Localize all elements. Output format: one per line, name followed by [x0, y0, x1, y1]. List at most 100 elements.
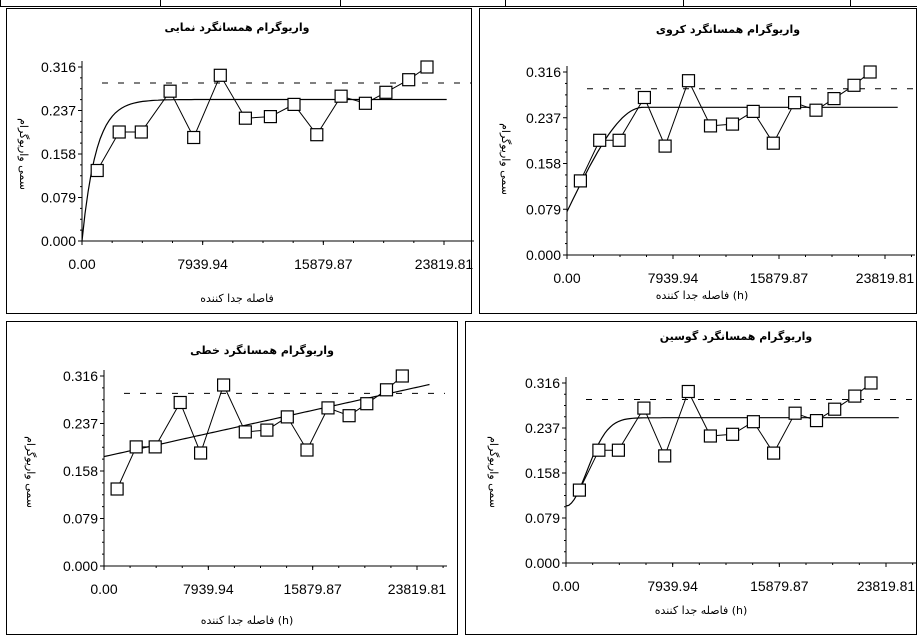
data-point: [746, 415, 760, 429]
data-point: [681, 384, 695, 399]
data-point: [864, 376, 878, 390]
y-axis-title: سمی واریوگرام: [17, 118, 30, 190]
x-tick-label: 7939.94: [648, 270, 699, 286]
data-point: [238, 111, 252, 125]
x-tick-label: 0.00: [68, 256, 95, 272]
data-point: [703, 119, 718, 133]
y-tick-label: 0.237: [526, 110, 561, 126]
data-point: [213, 68, 227, 82]
data-point: [334, 89, 348, 103]
y-tick-label: 0.237: [63, 416, 98, 432]
x-tick-label: 0.00: [553, 270, 580, 286]
y-axis-title: سمی واریوگرام: [487, 436, 500, 508]
data-point: [848, 389, 862, 403]
data-point: [379, 85, 393, 99]
chart-gaussian: واریوگرام همسانگرد گوسین 0.000 0.079 0.158 0…: [487, 330, 916, 617]
x-tick-label: 7939.94: [647, 578, 698, 594]
data-point: [321, 401, 335, 415]
data-point: [767, 446, 781, 460]
data-point: [360, 397, 374, 411]
data-point: [420, 60, 434, 74]
data-point: [310, 128, 324, 142]
data-point: [809, 413, 824, 428]
y-tick-label: 0.316: [526, 64, 561, 80]
model-curve: [81, 98, 447, 242]
data-point: [726, 427, 740, 441]
chart-title: واریوگرام همسانگرد کروی: [656, 23, 800, 36]
y-tick-label: 0.000: [63, 558, 98, 574]
data-point: [194, 446, 208, 460]
y-tick-label: 0.158: [526, 156, 561, 172]
data-point: [342, 409, 356, 423]
y-tick-label: 0.237: [525, 420, 560, 436]
data-point: [90, 163, 104, 178]
data-point: [572, 483, 587, 497]
chart-panel-gaussian: واریوگرام همسانگرد گوسین 0.000 0.079 0.158 0…: [465, 321, 917, 635]
data-point: [725, 117, 740, 131]
x-tick-label: 0.00: [90, 581, 117, 597]
top-table-strip: [0, 0, 917, 7]
data-point: [260, 423, 274, 437]
x-tick-label: 7939.94: [177, 256, 228, 272]
chart-panel-exponential: واریوگرام همسانگرد نمایی 0.000 0.079 0.158 0…: [6, 8, 474, 314]
model-curve: [565, 417, 899, 507]
y-tick-label: 0.079: [525, 510, 560, 526]
chart-exponential: واریوگرام همسانگرد نمایی 0.000 0.079 0.158 0…: [17, 21, 474, 305]
x-tick-label: 0.00: [552, 578, 579, 594]
y-axis-title: سمی واریوگرام: [499, 123, 512, 195]
data-point: [593, 133, 607, 147]
data-point: [658, 449, 672, 463]
x-tick-label: 23819.81: [856, 270, 915, 286]
y-tick-label: 0.000: [41, 233, 76, 249]
x-tick-label: 15879.87: [750, 578, 809, 594]
data-point: [129, 440, 143, 454]
y-tick-label: 0.000: [526, 247, 561, 263]
data-point: [658, 139, 672, 153]
data-point: [809, 103, 823, 117]
data-point: [611, 443, 625, 457]
data-point: [358, 96, 372, 110]
y-axis-title: سمی واریوگرام: [24, 436, 37, 508]
data-point: [703, 429, 717, 443]
x-axis-title: فاصله جدا کننده: [200, 292, 274, 305]
data-point: [134, 125, 148, 139]
y-tick-label: 0.158: [63, 463, 98, 479]
data-point: [863, 65, 877, 79]
x-axis-title: فاصله جدا کننده (h): [655, 604, 748, 617]
data-point: [681, 74, 696, 88]
data-point: [187, 130, 201, 145]
y-tick-label: 0.316: [41, 59, 76, 75]
y-tick-label: 0.316: [525, 375, 560, 391]
y-tick-label: 0.000: [525, 555, 560, 571]
x-tick-label: 23819.81: [415, 256, 474, 272]
chart-linear: واریوگرام همسانگرد خطی 0.000 0.079 0.158 0.2…: [24, 344, 447, 627]
chart-title: واریوگرام همسانگرد نمایی: [165, 21, 310, 34]
data-point: [173, 395, 187, 410]
data-point: [637, 401, 651, 415]
data-point: [379, 383, 394, 397]
x-tick-label: 15879.87: [294, 256, 353, 272]
y-tick-label: 0.316: [63, 368, 98, 384]
x-axis-title: فاصله جدا کننده (h): [656, 289, 749, 302]
y-tick-label: 0.158: [41, 146, 76, 162]
data-point: [612, 133, 626, 147]
chart-title: واریوگرام همسانگرد گوسین: [660, 330, 813, 343]
data-point: [827, 91, 841, 106]
data-point: [573, 174, 588, 188]
data-point: [592, 443, 606, 457]
data-point: [287, 97, 301, 112]
x-tick-label: 7939.94: [183, 581, 234, 597]
model-curve: [566, 106, 898, 212]
x-tick-label: 15879.87: [750, 270, 809, 286]
data-point: [637, 90, 651, 105]
y-tick-label: 0.237: [41, 103, 76, 119]
x-tick-label: 23819.81: [857, 578, 916, 594]
y-tick-label: 0.079: [63, 511, 98, 527]
chart-panel-spherical: واریوگرام همسانگرد کروی 0.000 0.079 0.158 0.…: [479, 8, 917, 314]
chart-spherical: واریوگرام همسانگرد کروی 0.000 0.079 0.158 0.…: [499, 23, 915, 302]
data-point: [110, 482, 124, 496]
data-point: [263, 109, 277, 124]
x-axis-title: فاصله جدا کننده (h): [201, 614, 294, 627]
x-tick-label: 15879.87: [283, 581, 342, 597]
data-point: [112, 125, 126, 139]
